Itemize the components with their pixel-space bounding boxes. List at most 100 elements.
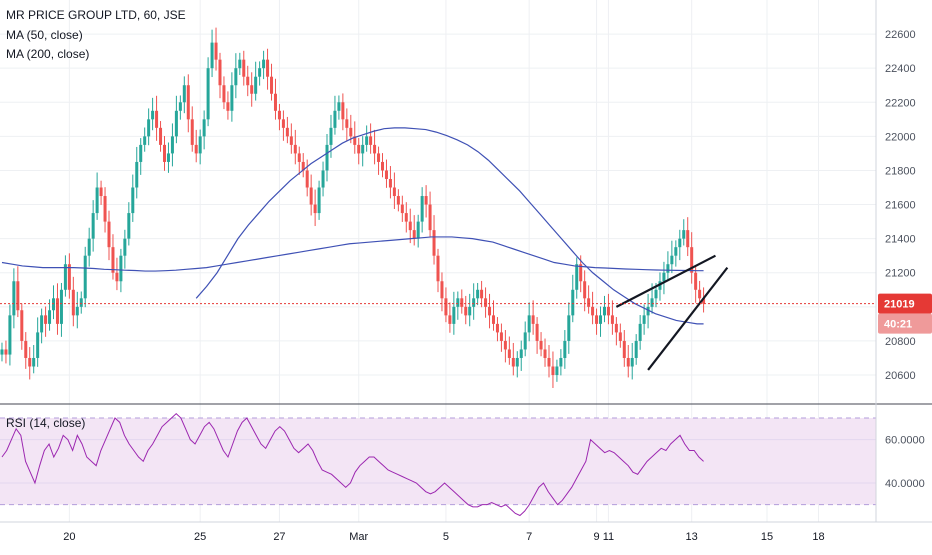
candle-body	[277, 110, 281, 120]
candle-body	[12, 281, 16, 316]
time-tick-label: 15	[761, 531, 773, 543]
ma50-line	[195, 127, 704, 325]
candle-body	[539, 340, 543, 350]
candle-body	[595, 315, 599, 324]
candle-body	[515, 357, 519, 367]
candle-body	[404, 213, 408, 222]
candle-body	[591, 306, 595, 316]
candle-body	[83, 255, 87, 299]
candle-body	[416, 221, 420, 239]
candle-body	[614, 323, 618, 333]
time-tick-label: 27	[273, 531, 285, 543]
candle-body	[440, 281, 444, 299]
price-tick-label: 22000	[885, 131, 916, 143]
last-price-badge	[878, 293, 932, 314]
time-tick-label: 11	[603, 531, 614, 543]
candle-body	[139, 144, 143, 162]
candle-body	[499, 332, 503, 341]
candle-body	[75, 306, 79, 316]
candle-body	[698, 289, 702, 299]
candle-body	[396, 196, 400, 205]
candle-body	[222, 85, 226, 103]
candle-body	[694, 272, 698, 290]
candle-body	[202, 119, 206, 137]
candle-body	[40, 315, 44, 333]
candle-body	[91, 213, 95, 239]
candle-body	[488, 306, 492, 316]
candle-body	[238, 59, 242, 69]
time-tick-label: Mar	[349, 531, 368, 543]
candle-body	[606, 306, 610, 316]
candle-body	[16, 281, 20, 311]
candle-body	[634, 340, 638, 358]
candle-body	[0, 349, 4, 355]
candle-body	[555, 366, 559, 376]
candle-body	[321, 170, 325, 188]
candle-body	[273, 93, 277, 111]
candle-body	[662, 272, 666, 282]
candle-body	[131, 187, 135, 214]
candle-body	[464, 306, 468, 316]
ma200-legend: MA (200, close)	[6, 47, 90, 61]
candle-body	[178, 102, 182, 111]
candle-body	[55, 298, 59, 324]
candle-body	[563, 340, 567, 358]
candle-body	[79, 298, 83, 307]
candle-body	[59, 289, 63, 324]
candle-body	[674, 247, 678, 256]
candle-body	[373, 144, 377, 154]
candle-body	[218, 59, 222, 86]
time-tick-label: 18	[812, 531, 824, 543]
candle-body	[230, 85, 234, 111]
candle-body	[281, 119, 285, 128]
candle-body	[242, 59, 246, 77]
candle-body	[341, 102, 345, 120]
candle-body	[107, 221, 111, 248]
candle-body	[408, 221, 412, 231]
rsi-tick-label: 40.0000	[885, 478, 925, 490]
candle-body	[206, 68, 210, 120]
candle-body	[289, 136, 293, 145]
price-tick-label: 21600	[885, 200, 916, 212]
candle-body	[103, 196, 107, 222]
candle-body	[147, 119, 151, 137]
candle-body	[305, 170, 309, 188]
candle-body	[444, 298, 448, 316]
candle-body	[309, 187, 313, 205]
candle-body	[71, 289, 75, 316]
candle-body	[702, 298, 706, 304]
candle-body	[412, 230, 416, 239]
candle-body	[293, 144, 297, 154]
candle-body	[583, 281, 587, 299]
chart-title: MR PRICE GROUP LTD, 60, JSE	[6, 8, 186, 22]
candle-body	[166, 153, 170, 162]
candle-body	[127, 213, 131, 239]
candle-body	[535, 323, 539, 341]
candle-body	[452, 306, 456, 324]
candle-body	[361, 144, 365, 154]
candle-body	[638, 323, 642, 341]
candle-body	[369, 136, 373, 145]
candle-body	[194, 144, 198, 154]
candle-body	[151, 110, 155, 120]
trendline	[647, 266, 729, 371]
candle-body	[392, 187, 396, 197]
candle-body	[357, 144, 361, 154]
candle-body	[682, 230, 686, 239]
time-tick-label: 5	[443, 531, 449, 543]
candle-body	[531, 315, 535, 324]
candle-body	[226, 102, 230, 111]
candle-body	[670, 255, 674, 265]
candle-body	[388, 178, 392, 188]
candle-body	[503, 340, 507, 350]
candle-body	[234, 68, 238, 86]
candle-body	[690, 247, 694, 273]
candle-body	[250, 85, 254, 94]
candle-body	[254, 76, 258, 94]
candle-body	[579, 264, 583, 282]
candle-body	[186, 85, 190, 120]
candle-body	[436, 255, 440, 282]
candle-body	[678, 238, 682, 248]
candle-body	[646, 306, 650, 316]
